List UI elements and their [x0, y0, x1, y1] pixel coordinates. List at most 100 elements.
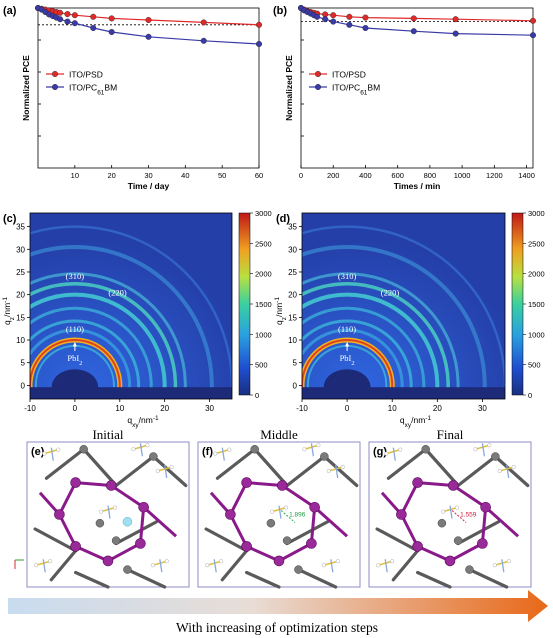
molecule-bond [481, 443, 486, 457]
diffuse-ring [30, 306, 153, 399]
y-axis-label: Normalized PCE [21, 55, 31, 121]
structure-title: Final [437, 427, 464, 442]
x-tick-label: -10 [296, 404, 308, 413]
i-atom [465, 565, 474, 574]
organic-molecule [302, 443, 321, 457]
h-atom [326, 469, 331, 474]
y-axis-label-part: -1 [274, 297, 281, 303]
y-tick-label: 20 [288, 291, 297, 300]
giwaxs-map-c: (110)(220)(310)PbI2-10 0 10 20 3005101520253… [2, 209, 272, 429]
colorbar-tick-label: 1500 [255, 300, 272, 309]
organic-molecule [326, 464, 345, 479]
pb-atom [70, 477, 81, 488]
legend-label: ITO/PSD [69, 70, 103, 80]
i-atom [123, 565, 132, 574]
map-background [302, 213, 505, 399]
h-atom [48, 559, 53, 564]
h-atom [390, 559, 395, 564]
pbi2-label-part: 2 [351, 359, 354, 366]
h-atom [155, 469, 160, 474]
h-atom [145, 443, 150, 448]
pb-atom [480, 501, 491, 513]
framework-bond [467, 567, 509, 589]
h-atom [112, 505, 117, 510]
pb-i-bond [57, 513, 78, 548]
ring-label: (220) [381, 288, 400, 298]
pb-atom [241, 541, 252, 552]
framework-bond [220, 549, 249, 582]
legend-label-part: 61 [360, 89, 368, 96]
x-tick-label: 800 [424, 171, 437, 180]
data-point [256, 21, 263, 28]
legend-marker [315, 70, 322, 77]
h-atom [227, 447, 232, 452]
panel-label: (d) [276, 213, 290, 225]
data-point [108, 15, 115, 22]
x-axis-label-part: /nm [139, 415, 153, 425]
data-point [64, 11, 71, 18]
structure-title: Initial [92, 427, 123, 442]
data-point [362, 14, 369, 21]
pb-i-bond [448, 542, 484, 563]
molecule-bond [335, 464, 339, 479]
data-point [71, 20, 78, 27]
x-axis-label: Time / day [128, 181, 170, 191]
pb-i-bond [57, 481, 78, 516]
pbi2-label-part: PbI [67, 353, 79, 363]
x-axis-label-part: q [400, 415, 405, 425]
map-background [30, 213, 232, 399]
framework-bond [215, 447, 257, 480]
h-atom [219, 559, 224, 564]
structure-panel-f: Middle (f) 1.896 [197, 427, 361, 589]
colorbar-tick-label: 2500 [528, 239, 545, 248]
data-point [346, 21, 353, 28]
pb-i-bond [245, 544, 281, 563]
molecule-bond [278, 505, 282, 519]
y-axis-label-part: /nm [2, 303, 12, 317]
diffuse-ring [302, 245, 487, 399]
pb-atom [396, 509, 407, 520]
data-point [452, 16, 459, 23]
h-atom [487, 443, 492, 448]
x-tick-label: 20 [160, 404, 169, 413]
pb-i-bond [74, 544, 110, 563]
h-atom [270, 509, 275, 514]
legend-label-part: BM [104, 83, 117, 93]
h-atom [34, 563, 39, 568]
framework-bond [49, 549, 78, 582]
h-atom [284, 505, 289, 510]
optimization-arrow [8, 590, 548, 622]
ring-310 [30, 282, 178, 399]
organic-molecule [384, 447, 403, 461]
x-axis-label-part: xy [405, 422, 412, 429]
h-atom [473, 447, 478, 452]
legend: ITO/PSD ITO/PC61BM [309, 70, 380, 96]
panel-label: (b) [273, 5, 287, 17]
molecule-bond [330, 559, 334, 573]
x-tick-label: 30 [478, 404, 487, 413]
data-point [530, 32, 537, 39]
x-tick-label: 60 [255, 171, 263, 180]
x-tick-label: 0 [345, 404, 350, 413]
data-point [410, 28, 417, 35]
y-tick-label: 0 [21, 381, 26, 390]
diffuse-ring [302, 306, 426, 399]
x-axis-label-part: -1 [153, 415, 159, 422]
data-point [330, 12, 337, 19]
pb-atom [444, 555, 456, 567]
x-tick-label: 400 [359, 171, 372, 180]
pb-atom [412, 541, 423, 552]
y-tick-label: 35 [16, 223, 25, 232]
organic-molecule [473, 443, 492, 457]
colorbar-tick-label: 2000 [528, 270, 545, 279]
colorbar-tick-label: 3000 [528, 209, 545, 218]
molecule-bond [221, 447, 225, 461]
x-axis-label: qxy/nm-1 [400, 415, 432, 429]
framework-bond [125, 567, 167, 589]
framework-bond [245, 570, 281, 589]
y-tick-label: 35 [288, 223, 297, 232]
x-tick-label: 30 [205, 404, 214, 413]
y-tick-label: 15 [288, 313, 297, 322]
framework-bond [204, 527, 249, 553]
distance-line [280, 510, 296, 523]
